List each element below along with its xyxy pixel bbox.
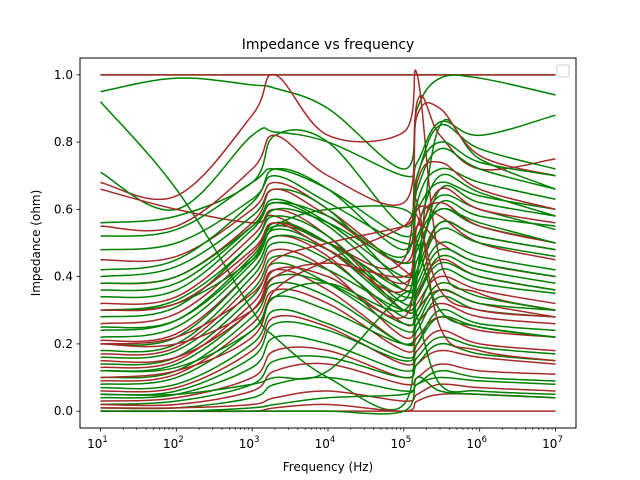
y-tick-label-3: 0.6 (54, 202, 73, 216)
series-line-42 (100, 383, 556, 409)
series-line-48 (100, 289, 556, 396)
series-line-45 (100, 196, 556, 379)
series-line-16 (100, 184, 556, 299)
series-line-55 (100, 187, 556, 348)
y-tick-label-2: 0.4 (54, 270, 73, 284)
series-line-30 (100, 268, 556, 372)
y-tick-label-5: 1.0 (54, 68, 73, 82)
series-line-31 (100, 281, 556, 379)
series-line-28 (100, 262, 556, 366)
series-line-47 (100, 211, 556, 345)
series-line-8 (100, 101, 556, 232)
series-group (99, 69, 556, 415)
plot-frame (79, 57, 577, 429)
series-line-18 (100, 194, 556, 312)
x-tick-exponent-5: 6 (482, 435, 487, 445)
series-line-29 (100, 268, 556, 369)
x-axis-label: Frequency (Hz) (283, 460, 374, 474)
series-line-17 (100, 208, 556, 315)
series-line-39 (100, 342, 556, 406)
series-line-41 (100, 369, 556, 410)
series-line-56 (100, 207, 556, 373)
series-line-46 (100, 205, 556, 338)
chart-title: Impedance vs frequency (242, 37, 415, 53)
series-line-54 (100, 141, 556, 285)
series-line-25 (100, 241, 556, 353)
series-line-50 (100, 376, 556, 415)
series-line-21 (100, 220, 556, 332)
x-tick-exponent-1: 2 (178, 435, 183, 445)
series-line-22 (100, 228, 556, 338)
series-line-51 (100, 201, 556, 364)
series-line-12 (100, 147, 556, 271)
x-tick-exponent-2: 3 (254, 435, 259, 445)
series-line-36 (100, 308, 556, 396)
y-tick-label-4: 0.8 (54, 135, 73, 149)
series-line-10 (100, 173, 556, 251)
y-axis-ticks: 0.0 0.2 0.4 0.6 0.8 1.0 (54, 68, 80, 418)
series-line-13 (100, 188, 556, 287)
series-line-34 (100, 308, 556, 390)
y-axis-label: Impedance (ohm) (29, 190, 43, 297)
x-tick-exponent-0: 1 (102, 435, 107, 445)
legend-box (556, 64, 570, 78)
x-tick-exponent-6: 7 (557, 435, 562, 445)
x-tick-exponent-4: 5 (406, 435, 411, 445)
x-tick-exponent-3: 4 (330, 435, 335, 445)
series-line-3 (100, 74, 556, 170)
series-line-40 (100, 362, 556, 407)
series-line-37 (100, 334, 556, 399)
series-line-27 (100, 247, 556, 359)
series-line-53 (100, 160, 556, 312)
series-line-9 (100, 168, 556, 238)
y-tick-label-0: 0.0 (54, 404, 73, 418)
series-line-43 (100, 376, 556, 413)
series-line-5 (100, 114, 556, 211)
series-line-4 (100, 69, 556, 312)
y-tick-label-1: 0.2 (54, 337, 73, 351)
